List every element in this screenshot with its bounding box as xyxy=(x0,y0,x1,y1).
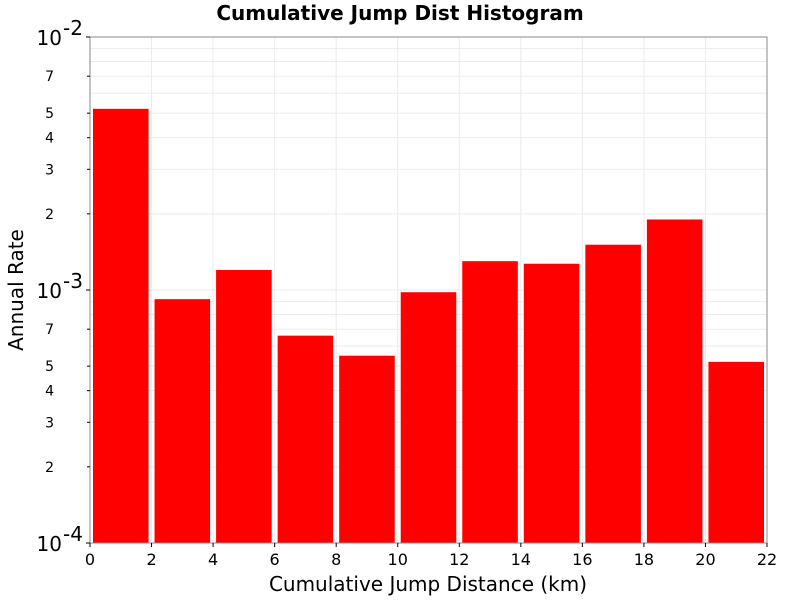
bar-5 xyxy=(400,292,457,543)
x-tick-label: 4 xyxy=(208,550,218,569)
y-decade-exponent: -4 xyxy=(63,522,83,546)
y-minor-tick-label: 5 xyxy=(45,106,54,122)
x-tick-label: 8 xyxy=(331,550,341,569)
x-tick-label: 6 xyxy=(270,550,280,569)
bar-8 xyxy=(585,244,641,544)
y-minor-tick-label: 2 xyxy=(45,460,54,476)
x-axis-ticks: 0 2 4 6 8 10 12 14 16 18 20 22 xyxy=(85,543,777,569)
bar-2 xyxy=(216,269,272,543)
x-tick-label: 12 xyxy=(449,550,469,569)
chart-title: Cumulative Jump Dist Histogram xyxy=(216,1,583,25)
x-tick-label: 16 xyxy=(572,550,592,569)
x-tick-label: 2 xyxy=(146,550,156,569)
y-minor-tick-label: 5 xyxy=(45,359,54,375)
y-decade-label: 10 xyxy=(37,26,62,50)
bar-4 xyxy=(339,355,395,543)
y-minor-tick-label: 4 xyxy=(45,131,54,147)
bars xyxy=(93,108,764,544)
x-tick-label: 10 xyxy=(388,550,408,569)
bar-10 xyxy=(708,361,764,543)
y-decade-label: 10 xyxy=(37,279,62,303)
bar-9 xyxy=(646,219,703,543)
y-minor-tick-label: 3 xyxy=(45,162,54,178)
x-tick-label: 18 xyxy=(634,550,654,569)
x-tick-label: 0 xyxy=(85,550,95,569)
bar-6 xyxy=(462,261,518,543)
y-axis-label: Annual Rate xyxy=(4,229,28,351)
bar-1 xyxy=(154,299,211,543)
y-decade-exponent: -2 xyxy=(63,16,83,40)
y-decade-exponent: -3 xyxy=(63,269,83,293)
bar-7 xyxy=(523,263,580,543)
y-decade-label: 10 xyxy=(37,532,62,556)
y-minor-tick-label: 2 xyxy=(45,207,54,223)
x-tick-label: 22 xyxy=(757,550,777,569)
bar-0 xyxy=(93,108,149,544)
x-tick-label: 14 xyxy=(511,550,531,569)
y-minor-tick-label: 3 xyxy=(45,415,54,431)
y-minor-tick-label: 7 xyxy=(45,322,54,338)
x-axis-label: Cumulative Jump Distance (km) xyxy=(269,572,587,596)
x-tick-label: 20 xyxy=(695,550,715,569)
y-minor-tick-label: 4 xyxy=(45,384,54,400)
bar-3 xyxy=(277,335,334,543)
y-minor-tick-label: 7 xyxy=(45,69,54,85)
